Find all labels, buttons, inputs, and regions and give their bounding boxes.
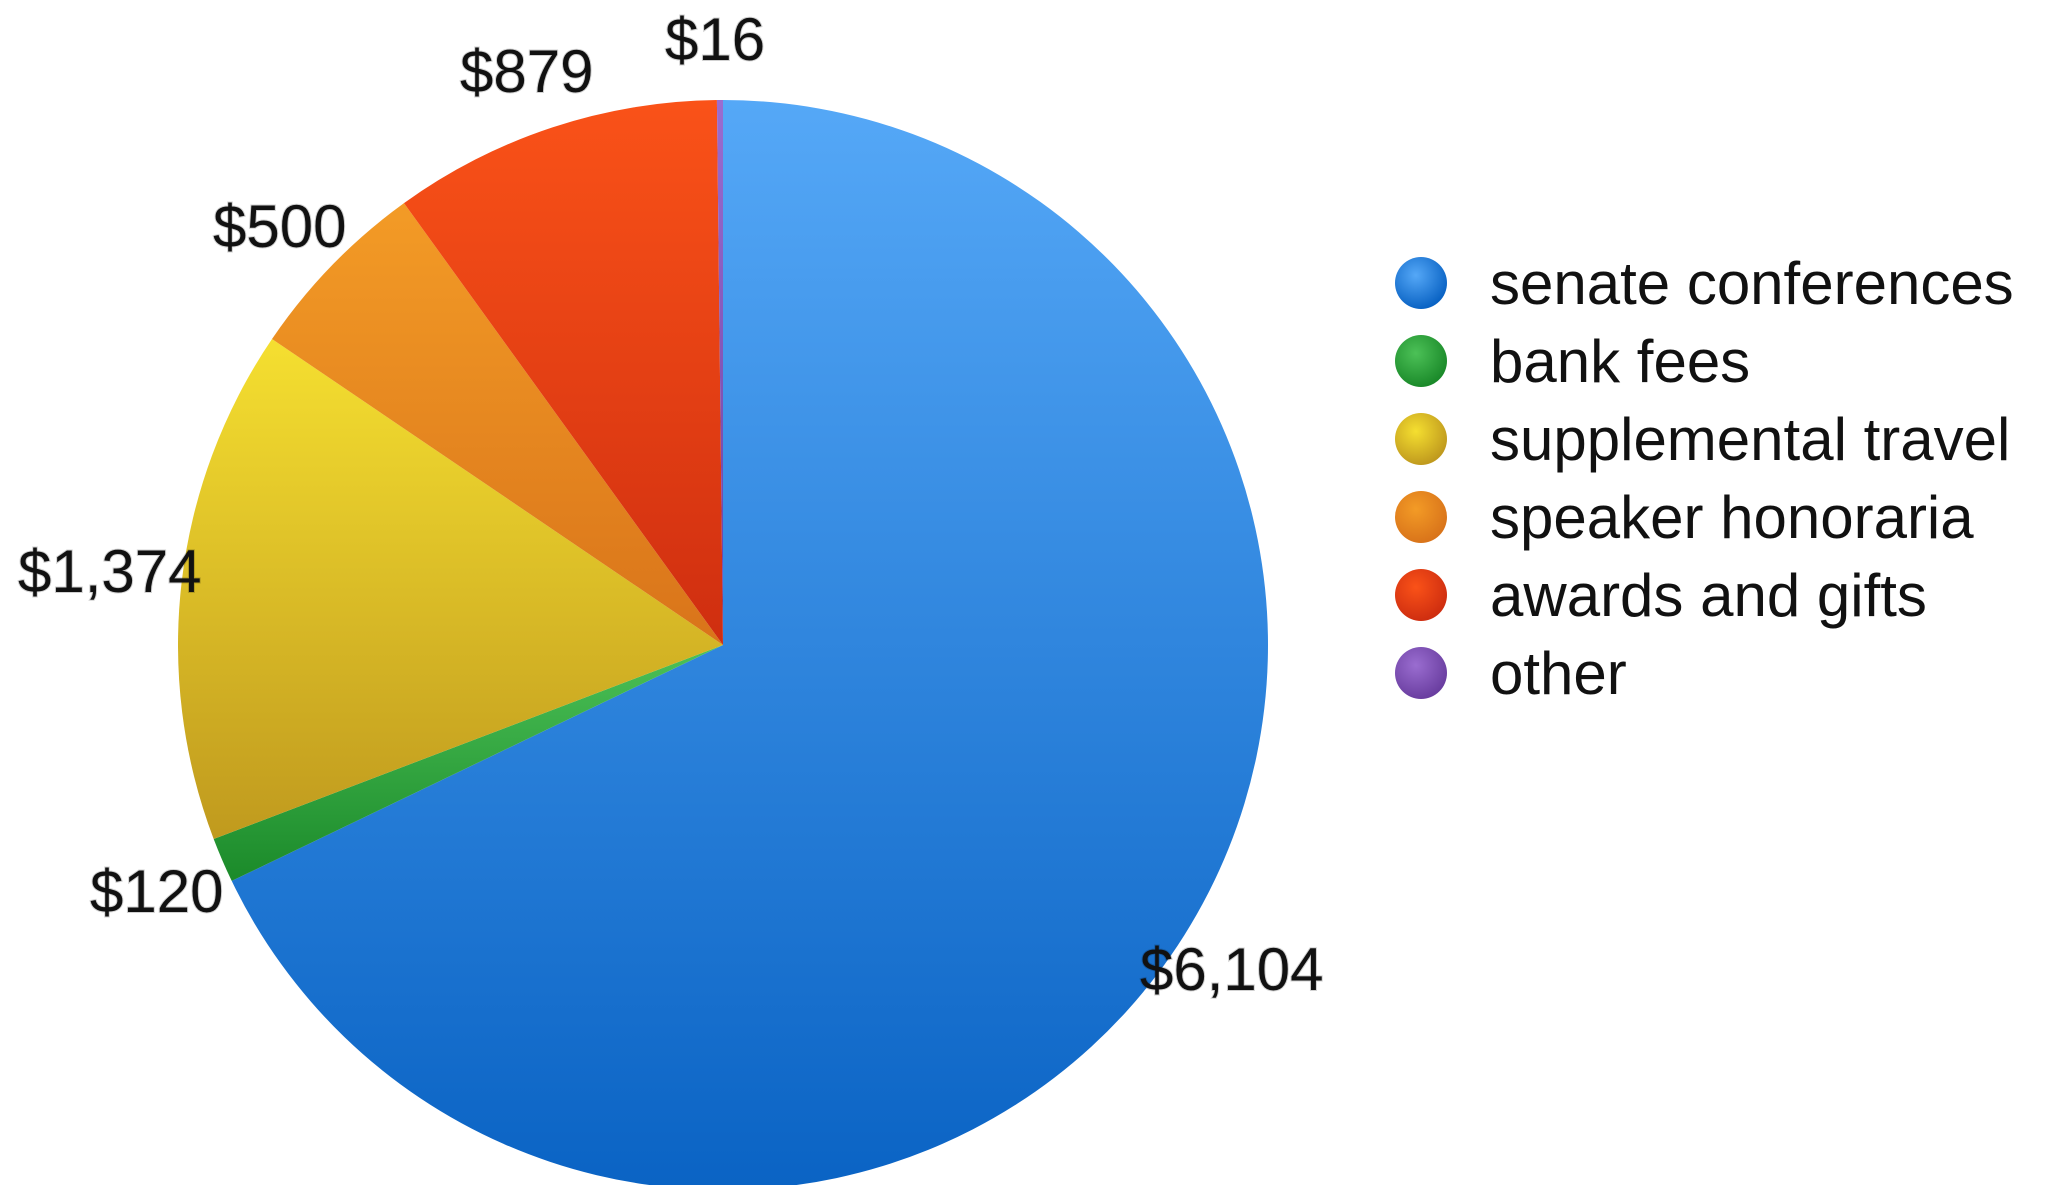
legend: senate conferences bank fees supplemental … bbox=[1395, 250, 2014, 707]
legend-label: senate conferences bbox=[1490, 250, 2014, 317]
pie-slice-speaker-honoraria bbox=[272, 203, 723, 646]
legend-swatch bbox=[1395, 491, 1447, 543]
pie-slice-supplemental-travel bbox=[178, 339, 724, 839]
pie-value-labels: $6,104 $120 $1,374 $500 $879 $16 bbox=[17, 5, 1325, 1004]
legend-swatch bbox=[1395, 413, 1447, 465]
legend-item-senate-conferences: senate conferences bbox=[1395, 250, 2014, 317]
legend-swatch bbox=[1395, 647, 1447, 699]
legend-swatch bbox=[1395, 569, 1447, 621]
pie-slice-bank-fees bbox=[213, 645, 723, 881]
legend-item-bank-fees: bank fees bbox=[1395, 328, 1750, 395]
legend-swatch bbox=[1395, 335, 1447, 387]
value-label-supplemental-travel: $1,374 bbox=[18, 538, 202, 605]
legend-item-supplemental-travel: supplemental travel bbox=[1395, 406, 2010, 473]
pie-slice-other bbox=[716, 100, 723, 645]
legend-item-other: other bbox=[1395, 640, 1627, 707]
pie-slices bbox=[178, 100, 1268, 1185]
legend-label: awards and gifts bbox=[1490, 562, 1927, 629]
value-label-speaker-honoraria: $500 bbox=[213, 193, 346, 260]
legend-label: bank fees bbox=[1490, 328, 1750, 395]
legend-label: other bbox=[1490, 640, 1627, 707]
value-label-bank-fees: $120 bbox=[90, 858, 223, 925]
value-label-senate-conferences: $6,104 bbox=[1140, 936, 1324, 1003]
legend-item-awards-and-gifts: awards and gifts bbox=[1395, 562, 1927, 629]
legend-label: speaker honoraria bbox=[1490, 484, 1974, 551]
legend-label: supplemental travel bbox=[1490, 406, 2010, 473]
legend-swatch bbox=[1395, 257, 1447, 309]
pie-slice-senate-conferences bbox=[231, 100, 1268, 1185]
value-label-awards-and-gifts: $879 bbox=[460, 38, 593, 105]
pie-slice-awards-and-gifts bbox=[403, 100, 723, 645]
legend-item-speaker-honoraria: speaker honoraria bbox=[1395, 484, 1974, 551]
value-label-other: $16 bbox=[665, 6, 765, 73]
